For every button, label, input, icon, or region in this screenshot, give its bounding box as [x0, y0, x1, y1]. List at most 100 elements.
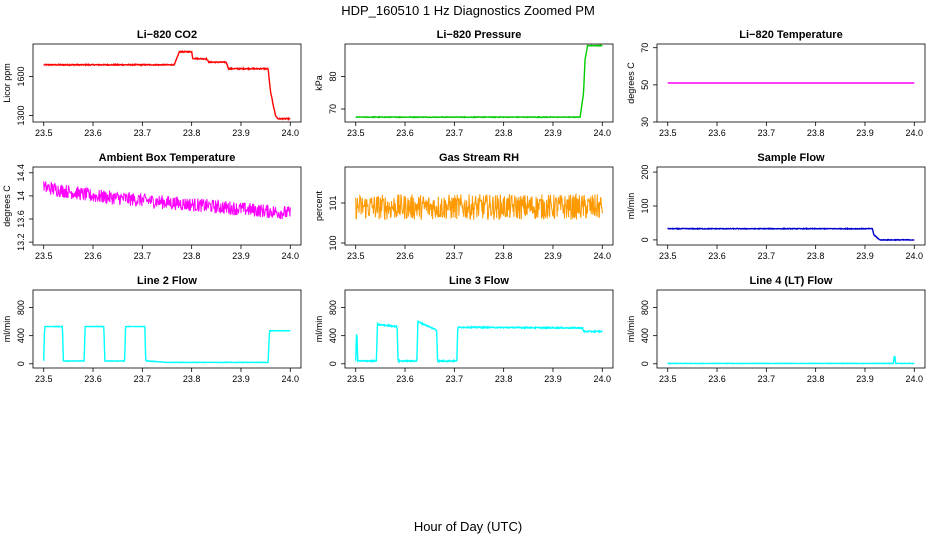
y-tick-label: 400: [328, 328, 338, 343]
x-tick-label: 24.0: [594, 374, 612, 384]
x-tick-label: 23.7: [134, 374, 152, 384]
x-tick-label: 23.5: [659, 374, 677, 384]
x-tick-label: 23.7: [446, 374, 464, 384]
y-tick-label: 0: [640, 237, 650, 242]
panel-title: Li−820 Pressure: [437, 29, 522, 41]
y-axis-label: ml/min: [314, 316, 324, 343]
y-tick-label: 70: [328, 104, 338, 114]
plot-frame: [32, 166, 302, 246]
y-axis-label: kPa: [314, 75, 324, 91]
x-tick-label: 23.6: [84, 251, 102, 261]
x-tick-label: 23.7: [758, 251, 776, 261]
y-tick-label: 0: [640, 361, 650, 366]
x-tick-label: 23.5: [347, 128, 365, 138]
x-tick-label: 23.6: [708, 128, 726, 138]
x-tick-label: 23.8: [495, 251, 513, 261]
x-tick-label: 23.6: [396, 374, 414, 384]
panel-3: Li−820 Temperature degrees C 30 50 70 23.5 23.…: [626, 29, 926, 138]
x-tick-label: 23.7: [758, 374, 776, 384]
y-tick-label: 14.4: [16, 164, 26, 182]
y-tick-label: 70: [640, 43, 650, 53]
series-line: [355, 319, 603, 364]
y-tick-label: 400: [16, 328, 26, 343]
y-axis-label: ml/min: [626, 316, 636, 343]
series-line: [43, 181, 291, 220]
panel-6: Sample Flow ml/min 0 100 200 23.5 23.6 23.7 23.8…: [626, 152, 926, 261]
panel-2: Li−820 Pressure kPa 70 80 23.5 23.6 23.7 23.8 23…: [314, 29, 614, 138]
x-tick-label: 23.5: [659, 251, 677, 261]
y-tick-label: 50: [640, 80, 650, 90]
x-tick-label: 23.6: [84, 128, 102, 138]
y-tick-label: 400: [640, 328, 650, 343]
panel-9: Line 4 (LT) Flow ml/min 0 400 800 23.5 23.6 23.…: [626, 275, 926, 384]
figure-title: HDP_160510 1 Hz Diagnostics Zoomed PM: [341, 3, 595, 18]
x-tick-label: 23.6: [396, 128, 414, 138]
y-tick-label: 800: [640, 300, 650, 315]
x-tick-label: 23.7: [446, 251, 464, 261]
y-tick-label: 100: [328, 235, 338, 250]
series-line: [667, 227, 915, 242]
y-tick-label: 200: [640, 165, 650, 180]
x-tick-label: 23.8: [495, 374, 513, 384]
plot-frame: [344, 289, 614, 369]
y-axis-label: Licor ppm: [2, 63, 12, 103]
y-axis-label: percent: [314, 190, 324, 221]
series-line: [667, 355, 915, 365]
y-tick-label: 80: [328, 71, 338, 81]
panel-title: Gas Stream RH: [439, 152, 519, 164]
x-tick-label: 24.0: [282, 128, 300, 138]
x-tick-label: 23.9: [544, 251, 562, 261]
series-line: [355, 44, 603, 119]
x-tick-label: 23.9: [232, 251, 250, 261]
y-tick-label: 800: [16, 300, 26, 315]
x-tick-label: 23.5: [347, 374, 365, 384]
panel-title: Line 3 Flow: [449, 275, 509, 287]
y-tick-label: 0: [16, 361, 26, 366]
x-tick-label: 23.5: [347, 251, 365, 261]
plot-frame: [656, 289, 926, 369]
x-tick-label: 23.6: [708, 374, 726, 384]
x-tick-label: 24.0: [906, 128, 924, 138]
panel-title: Li−820 CO2: [137, 29, 197, 41]
x-tick-label: 23.9: [232, 128, 250, 138]
panel-5: Gas Stream RH percent 100 101 23.5 23.6 23.7 23…: [314, 152, 614, 261]
plot-frame: [344, 43, 614, 123]
x-tick-label: 23.9: [856, 251, 874, 261]
x-tick-label: 24.0: [906, 374, 924, 384]
x-tick-label: 23.9: [544, 374, 562, 384]
panel-title: Ambient Box Temperature: [99, 152, 236, 164]
panel-7: Line 2 Flow ml/min 0 400 800 23.5 23.6 23.7 23.8…: [2, 275, 302, 384]
plot-frame: [656, 166, 926, 246]
plot-frame: [656, 43, 926, 123]
plot-frame: [32, 43, 302, 123]
panel-title: Li−820 Temperature: [739, 29, 842, 41]
x-tick-label: 23.5: [35, 251, 53, 261]
x-tick-label: 23.7: [446, 128, 464, 138]
x-tick-label: 23.5: [35, 374, 53, 384]
panel-title: Line 4 (LT) Flow: [750, 275, 833, 287]
x-tick-label: 23.6: [396, 251, 414, 261]
x-tick-label: 24.0: [594, 128, 612, 138]
x-axis-label: Hour of Day (UTC): [414, 519, 522, 534]
series-line: [43, 325, 291, 364]
plot-frame: [344, 166, 614, 246]
x-tick-label: 23.6: [84, 374, 102, 384]
panel-8: Line 3 Flow ml/min 0 400 800 23.5 23.6 23.7 23.8…: [314, 275, 614, 384]
y-tick-label: 13.2: [16, 233, 26, 251]
y-tick-label: 1600: [16, 66, 26, 86]
y-axis-label: ml/min: [626, 193, 636, 220]
y-tick-label: 1300: [16, 105, 26, 125]
y-tick-label: 800: [328, 300, 338, 315]
panel-title: Sample Flow: [757, 152, 825, 164]
y-tick-label: 30: [640, 117, 650, 127]
x-tick-label: 23.5: [659, 128, 677, 138]
x-tick-label: 23.5: [35, 128, 53, 138]
y-tick-label: 0: [328, 361, 338, 366]
panel-1: Li−820 CO2 Licor ppm 1300 1600 23.5 23.6 23.7 2…: [2, 29, 302, 138]
x-tick-label: 23.9: [856, 128, 874, 138]
x-tick-label: 23.8: [807, 128, 825, 138]
x-tick-label: 24.0: [906, 251, 924, 261]
x-tick-label: 24.0: [282, 251, 300, 261]
x-tick-label: 23.8: [183, 251, 201, 261]
